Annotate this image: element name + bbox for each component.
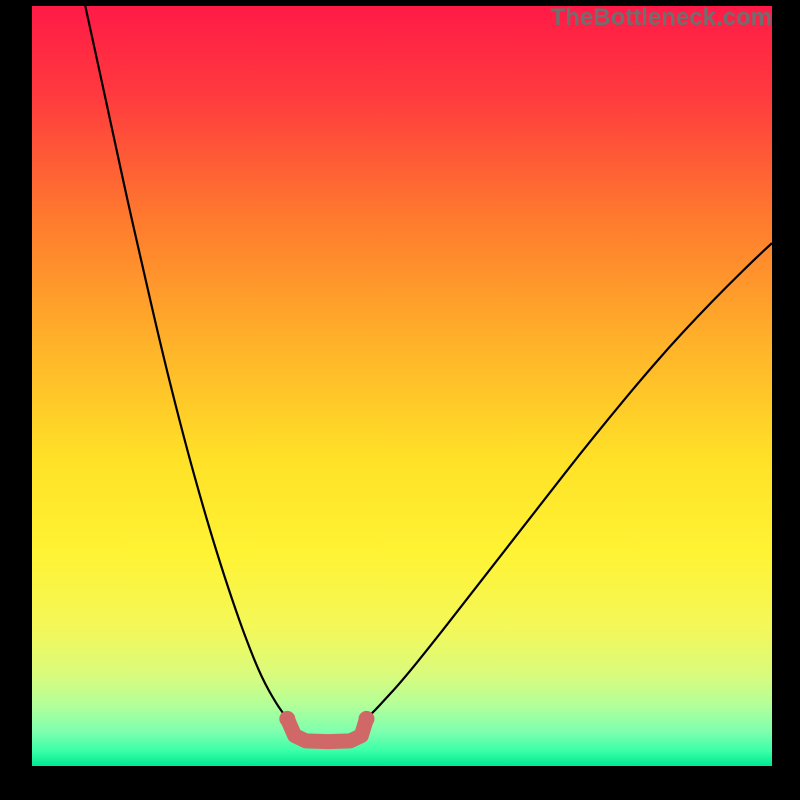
marker-endpoint-1	[358, 711, 374, 727]
gradient-chart-svg	[32, 6, 772, 766]
watermark-text: TheBottleneck.com	[551, 4, 772, 32]
chart-container: TheBottleneck.com	[0, 0, 800, 800]
plot-area	[32, 6, 772, 766]
gradient-background	[32, 6, 772, 766]
marker-endpoint-0	[279, 711, 295, 727]
